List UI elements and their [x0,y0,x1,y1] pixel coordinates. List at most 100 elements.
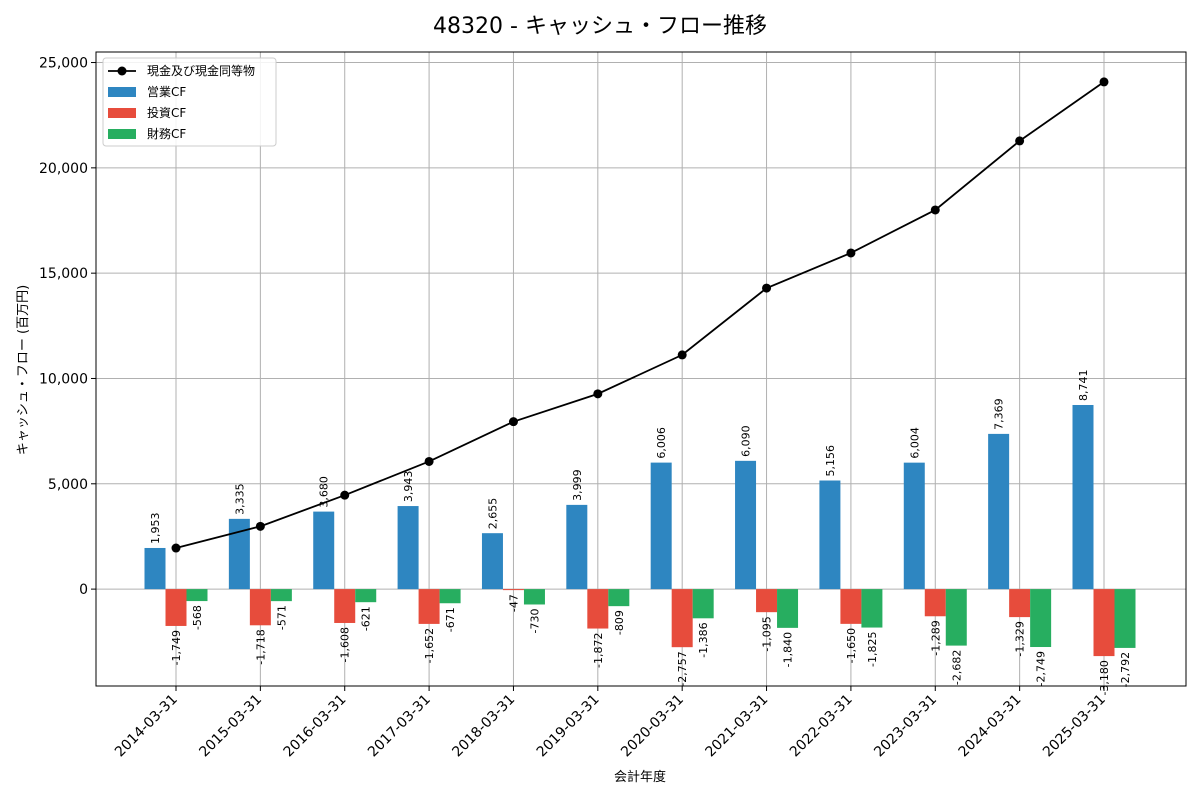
legend-line-marker [117,66,127,76]
bar-label-2-8: -1,825 [866,632,879,667]
bar-label-2-2: -621 [360,606,373,631]
legend-label-0: 営業CF [147,85,186,99]
chart-title: 48320 - キャッシュ・フロー推移 [433,14,767,39]
x-tick-label-1: 2015-03-31 [196,692,265,761]
legend-label-2: 財務CF [147,126,186,141]
bar-2-5 [608,589,630,607]
bars-layer [144,404,1136,657]
bar-label-1-9: -1,289 [929,620,942,655]
bar-2-1 [270,589,292,602]
x-tick-label-3: 2017-03-31 [365,692,434,761]
bar-label-1-5: -1,872 [592,633,605,668]
bar-1-11 [1093,589,1115,657]
bar-1-8 [840,589,862,624]
line-series-path [175,81,1105,549]
bar-2-0 [186,589,208,602]
x-tick-label-0: 2014-03-31 [112,692,181,761]
y-tick-label-3: 15,000 [39,266,88,282]
bar-label-0-10: 7,369 [993,398,1006,430]
x-tick-label-5: 2019-03-31 [534,692,603,761]
bar-label-1-3: -1,652 [423,628,436,663]
x-tick-label-7: 2021-03-31 [703,692,772,761]
bar-label-1-11: -3,180 [1098,660,1111,695]
bar-label-2-11: -2,792 [1119,652,1132,687]
line-point-8 [846,248,856,258]
line-point-10 [1015,136,1025,146]
bar-1-6 [671,589,693,648]
x-tick-label-4: 2018-03-31 [449,692,518,761]
bar-label-2-10: -2,749 [1035,651,1048,686]
bar-1-7 [756,589,778,613]
bar-1-10 [1009,589,1031,618]
y-tick-label-4: 20,000 [39,161,88,177]
bar-2-11 [1114,589,1136,648]
bar-1-1 [249,589,271,626]
bar-0-4 [481,533,503,590]
bar-label-0-7: 6,090 [740,425,753,457]
bar-label-2-5: -809 [613,610,626,635]
bar-label-0-1: 3,335 [233,483,246,515]
y-axis-label: キャッシュ・フロー (百万円) [16,285,31,455]
bar-label-2-0: -568 [191,605,204,630]
line-point-5 [593,389,603,399]
line-point-0 [171,543,181,553]
bar-0-10 [988,433,1010,590]
legend-swatch-2 [108,129,136,139]
bar-label-1-2: -1,608 [339,627,352,662]
bar-2-9 [945,589,967,646]
bar-2-7 [777,589,799,628]
bar-2-10 [1030,589,1052,648]
bar-1-4 [502,589,524,591]
bar-0-0 [144,547,166,590]
legend-swatch-0 [108,87,136,97]
line-point-1 [255,521,265,531]
bar-2-4 [523,589,545,605]
bar-label-0-3: 3,943 [402,471,415,503]
bar-label-2-6: -1,386 [697,622,710,657]
line-point-9 [930,205,940,215]
bar-label-0-4: 2,655 [486,498,499,530]
bar-1-2 [334,589,356,623]
x-axis-label: 会計年度 [614,769,666,785]
plot-frame [95,51,1187,687]
bar-0-3 [397,506,419,590]
bar-1-5 [587,589,609,629]
bar-label-1-6: -2,757 [676,651,689,686]
bar-0-8 [819,480,841,590]
bar-label-0-11: 8,741 [1077,369,1090,401]
bar-1-0 [165,589,187,626]
bar-label-1-7: -1,095 [761,616,774,651]
bar-0-7 [735,460,757,590]
bar-label-1-10: -1,329 [1014,621,1027,656]
bar-label-1-0: -1,749 [170,630,183,665]
bar-label-0-9: 6,004 [908,427,921,459]
line-point-6 [677,350,687,360]
bar-label-1-4: -47 [507,594,520,612]
bar-0-1 [228,518,250,590]
bar-0-9 [903,462,925,590]
y-tick-label-5: 25,000 [39,56,88,72]
bar-label-1-8: -1,650 [845,628,858,663]
x-tick-label-9: 2023-03-31 [871,692,940,761]
x-tick-label-11: 2025-03-31 [1040,692,1109,761]
bar-0-11 [1072,404,1094,590]
legend-swatch-1 [108,108,136,118]
bar-label-2-3: -671 [444,607,457,632]
line-point-4 [508,417,518,427]
legend-label-3: 現金及び現金同等物 [147,63,255,78]
bar-1-9 [924,589,946,617]
bar-label-0-8: 5,156 [824,445,837,477]
bar-2-6 [692,589,714,619]
x-tick-label-10: 2024-03-31 [956,692,1025,761]
y-tick-label-0: 0 [79,582,88,598]
bar-2-8 [861,589,883,628]
bar-2-2 [355,589,377,603]
bar-1-3 [418,589,440,624]
bar-label-0-2: 3,680 [318,476,331,508]
x-tick-label-8: 2022-03-31 [787,692,856,761]
line-layer [171,77,1109,553]
bar-0-2 [313,511,335,590]
line-point-2 [340,490,350,500]
